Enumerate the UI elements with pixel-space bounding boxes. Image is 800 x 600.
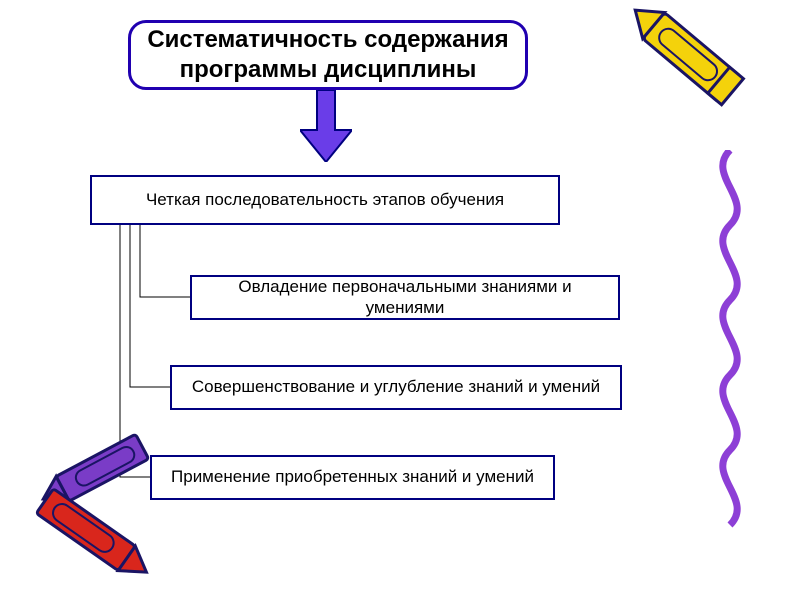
sub-text-2: Совершенствование и углубление знаний и … [192, 377, 600, 397]
sub-box-1: Овладение первоначальными знаниями и уме… [190, 275, 620, 320]
squiggle-right-icon [695, 150, 765, 530]
connector-line [140, 225, 190, 297]
crayon-top-right-icon [610, 0, 770, 120]
crayons-bottom-left-icon [18, 410, 178, 580]
sub-text-3: Применение приобретенных знаний и умений [171, 467, 534, 487]
arrow-shape [300, 90, 352, 162]
main-child-box: Четкая последовательность этапов обучени… [90, 175, 560, 225]
title-text: Систематичность содержания программы дис… [143, 25, 513, 85]
title-box: Систематичность содержания программы дис… [128, 20, 528, 90]
main-child-text: Четкая последовательность этапов обучени… [146, 190, 504, 210]
connector-line [130, 225, 170, 387]
sub-box-2: Совершенствование и углубление знаний и … [170, 365, 622, 410]
sub-text-1: Овладение первоначальными знаниями и уме… [200, 277, 610, 318]
sub-box-3: Применение приобретенных знаний и умений [150, 455, 555, 500]
down-arrow-icon [300, 90, 352, 162]
